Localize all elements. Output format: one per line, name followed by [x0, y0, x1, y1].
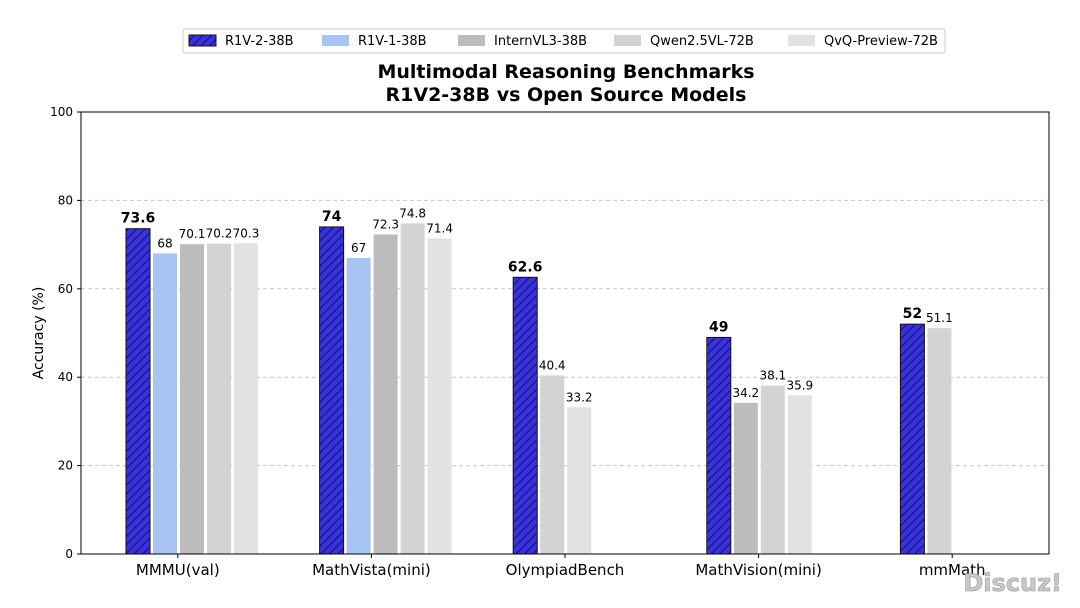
chart-subtitle: R1V2-38B vs Open Source Models — [386, 84, 747, 106]
y-tick-label: 80 — [58, 193, 73, 207]
bars-group — [125, 223, 952, 555]
chart-title: Multimodal Reasoning Benchmarks — [377, 61, 754, 83]
legend-swatch — [788, 35, 815, 46]
bar-r1v-1-38b-0 — [153, 253, 177, 554]
bar-r1v-2-38b-1 — [319, 226, 345, 555]
data-label: 34.2 — [732, 386, 759, 400]
data-label: 74 — [322, 209, 342, 225]
bar-internvl3-38b-0 — [180, 244, 204, 554]
y-axis-label: Accuracy (%) — [31, 287, 47, 380]
data-label: 62.6 — [508, 259, 543, 275]
bar-r1v-2-38b-2 — [512, 276, 538, 555]
data-label: 67 — [351, 241, 366, 255]
legend-swatch — [458, 35, 485, 46]
y-tick-label: 20 — [58, 459, 73, 473]
legend-swatch — [322, 35, 349, 46]
data-label: 38.1 — [759, 369, 786, 383]
x-category-label: mmMath — [919, 561, 986, 579]
chart-legend: R1V-2-38B R1V-1-38B InternVL3-38B Qwen2.5VL… — [182, 28, 946, 54]
bar-r1v-2-38b-4 — [899, 323, 925, 555]
data-label: 71.4 — [426, 221, 453, 235]
data-label: 52 — [903, 306, 922, 322]
bar-internvl3-38b-3 — [733, 402, 758, 554]
y-axis-ticks: 0 20 40 60 80 100 — [50, 105, 81, 561]
bar-qwen2-5vl-72b-1 — [400, 223, 425, 554]
legend-label: R1V-2-38B — [225, 34, 294, 49]
bar-r1v-2-38b-0 — [125, 228, 151, 555]
legend-label: Qwen2.5VL-72B — [650, 34, 754, 49]
bar-qwen2-5vl-72b-0 — [207, 243, 231, 554]
bar-qwen2-5vl-72b-3 — [760, 385, 785, 554]
y-tick-label: 60 — [58, 282, 73, 296]
bar-qvq-preview-72b-2 — [567, 407, 592, 554]
data-label: 40.4 — [539, 358, 566, 372]
data-label: 74.8 — [399, 206, 426, 220]
x-category-label: MathVision(mini) — [695, 561, 821, 579]
data-label: 35.9 — [786, 378, 813, 392]
data-label: 70.1 — [179, 227, 206, 241]
legend-label: InternVL3-38B — [494, 34, 587, 49]
bar-qvq-preview-72b-0 — [234, 243, 258, 555]
x-category-label: MMMU(val) — [136, 561, 220, 579]
data-label: 33.2 — [566, 390, 593, 404]
data-label: 68 — [157, 236, 172, 250]
data-label: 49 — [709, 319, 728, 335]
data-label: 70.3 — [233, 226, 260, 240]
data-label: 73.6 — [121, 211, 156, 227]
legend-label: R1V-1-38B — [358, 34, 427, 49]
x-axis-categories: MMMU(val) MathVista(mini) OlympiadBench Mat… — [136, 554, 986, 579]
legend-label: QvQ-Preview-72B — [824, 34, 938, 49]
watermark-text: Discuz! — [963, 569, 1062, 597]
data-labels-group: 73.668 70.1 70.2 70.3 74 67 72.374.871.4 62.6 40… — [121, 206, 953, 404]
bar-r1v-2-38b-3 — [706, 336, 732, 555]
data-label: 72.3 — [372, 217, 399, 231]
bar-qvq-preview-72b-3 — [787, 395, 812, 554]
y-tick-label: 40 — [58, 370, 73, 384]
y-tick-label: 100 — [50, 105, 73, 119]
bar-internvl3-38b-1 — [373, 234, 398, 554]
bar-qwen2-5vl-72b-4 — [927, 328, 952, 554]
y-tick-label: 0 — [65, 547, 73, 561]
bar-qwen2-5vl-72b-2 — [540, 375, 565, 554]
legend-swatch — [614, 35, 641, 46]
bar-r1v-1-38b-1 — [346, 257, 371, 554]
x-category-label: OlympiadBench — [506, 561, 625, 579]
legend-frame — [182, 28, 946, 54]
x-category-label: MathVista(mini) — [312, 561, 431, 579]
bar-qvq-preview-72b-1 — [427, 238, 452, 555]
legend-swatch — [188, 34, 217, 47]
data-label: 70.2 — [206, 227, 233, 241]
data-label: 51.1 — [926, 311, 953, 325]
